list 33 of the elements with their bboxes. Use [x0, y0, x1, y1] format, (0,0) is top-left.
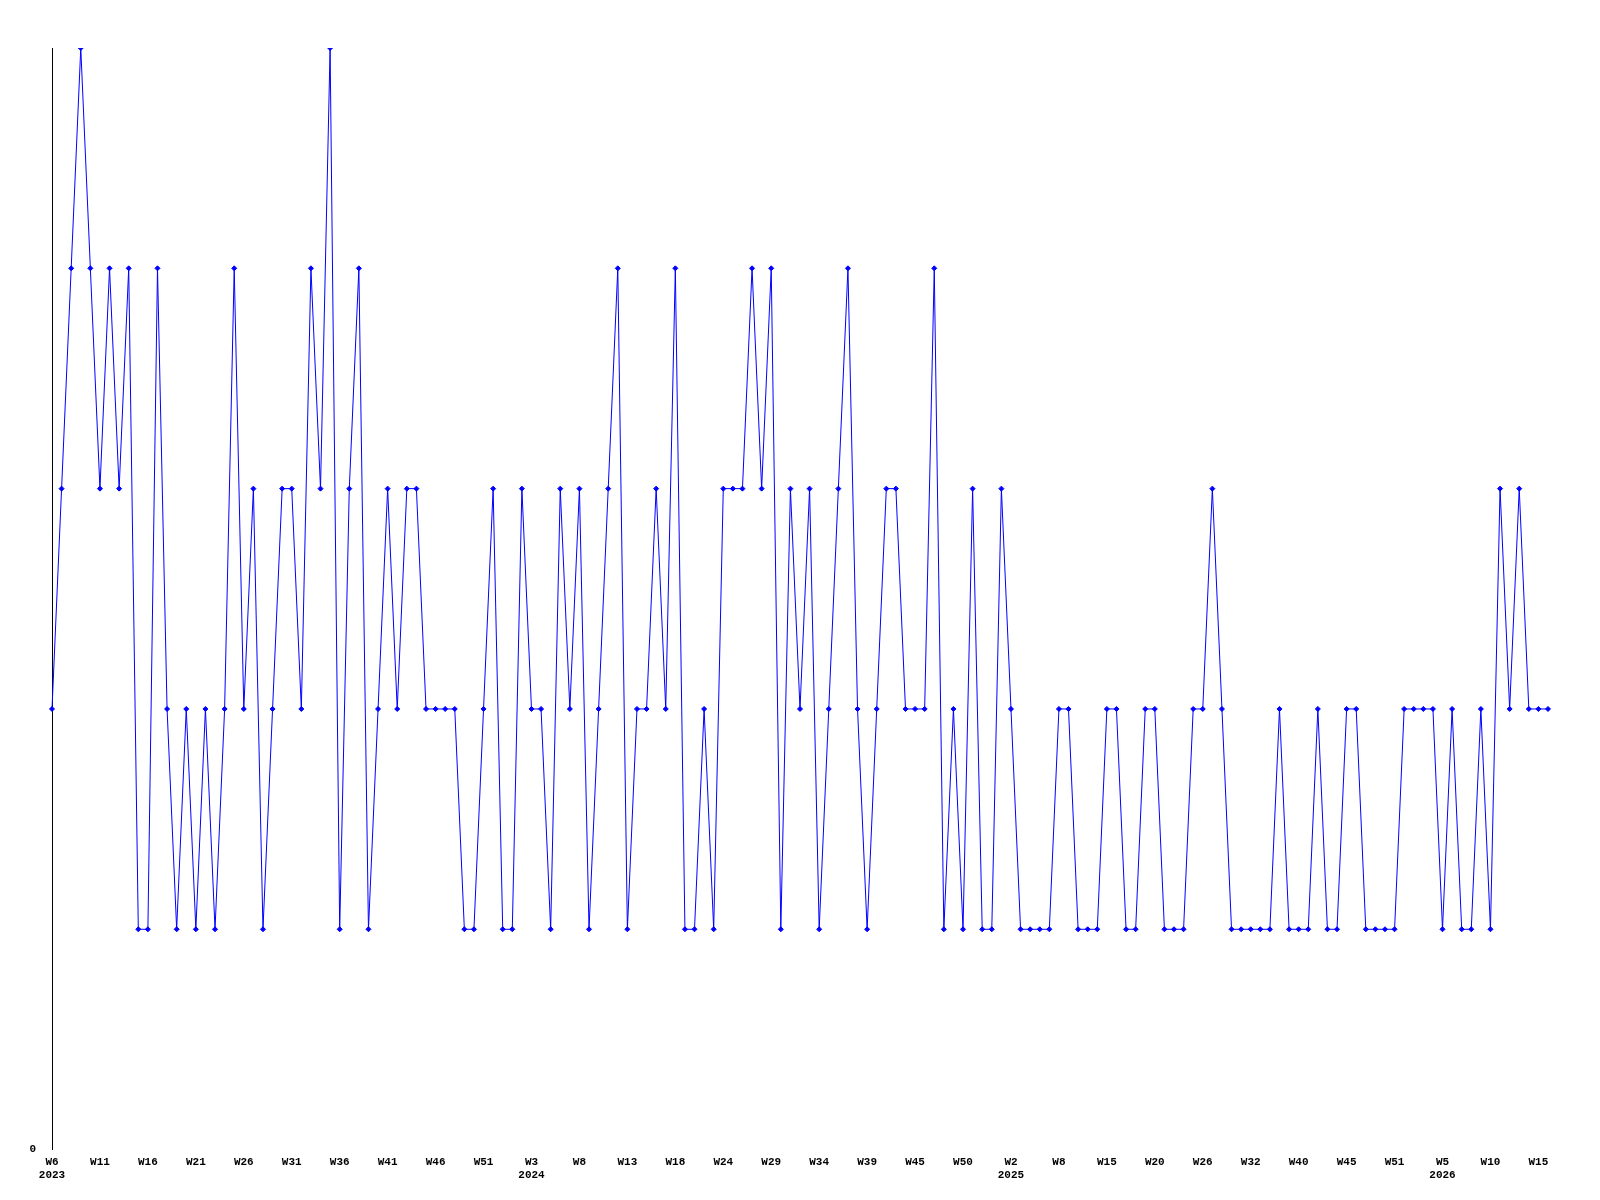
x-tick-label: W11 — [90, 1155, 111, 1168]
x-tick-label: W2 2025 — [997, 1155, 1025, 1182]
x-tick-label: W32 — [1240, 1155, 1261, 1168]
x-tick-label: W13 — [617, 1155, 638, 1168]
x-tick-label: W34 — [809, 1155, 830, 1168]
x-tick-label: W3 2024 — [518, 1155, 546, 1182]
x-tick-label: W41 — [377, 1155, 398, 1168]
x-tick-label: W10 — [1480, 1155, 1501, 1168]
x-tick-label: W6 2023 — [38, 1155, 66, 1182]
x-tick-label: W21 — [185, 1155, 207, 1168]
x-tick-label: W39 — [857, 1155, 878, 1168]
x-tick-label: W51 — [473, 1155, 494, 1168]
x-tick-label: W8 — [1052, 1155, 1066, 1168]
x-tick-label: W18 — [665, 1155, 686, 1168]
x-tick-label: W45 — [905, 1155, 926, 1168]
text: 0 — [29, 1143, 36, 1156]
x-tick-label: W45 — [1336, 1155, 1357, 1168]
x-tick-label: W8 — [572, 1155, 587, 1168]
x-tick-label: W29 — [761, 1155, 782, 1168]
x-tick-label: W36 — [329, 1155, 350, 1168]
x-tick-label: W26 — [1192, 1155, 1213, 1168]
x-tick-label: W15 — [1528, 1155, 1549, 1168]
x-tick-label: W51 — [1384, 1155, 1405, 1168]
x-tick-label: W40 — [1288, 1155, 1309, 1168]
x-tick-label: W15 — [1096, 1155, 1118, 1168]
x-tick-label: W50 — [953, 1155, 973, 1168]
x-tick-label: W24 — [713, 1155, 734, 1168]
x-tick-label: W20 — [1144, 1155, 1165, 1168]
x-tick-label: W26 — [233, 1155, 254, 1168]
x-tick-label: W31 — [281, 1155, 303, 1168]
x-tick-label: W16 — [137, 1155, 158, 1168]
x-tick-label: W46 — [425, 1155, 446, 1168]
x-tick-label: W5 2026 — [1429, 1155, 1456, 1182]
